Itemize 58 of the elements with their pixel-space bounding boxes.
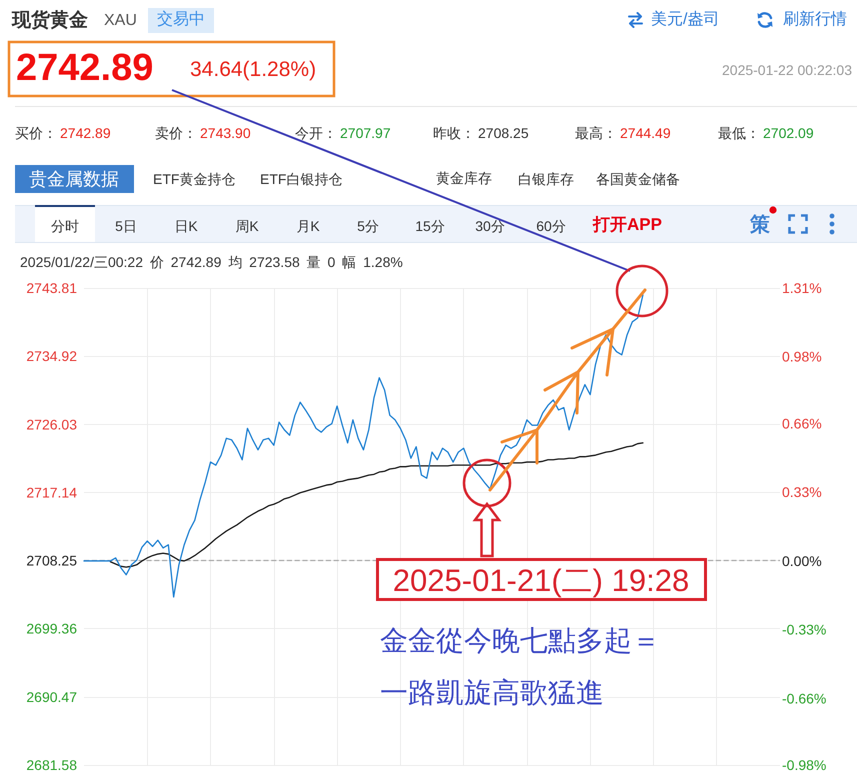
text: 打开APP: [593, 214, 662, 234]
y-tick-label: 2726.03: [26, 416, 78, 432]
text: 5分: [357, 217, 379, 235]
y-tick-label: 2690.47: [26, 688, 78, 705]
y-tick-label: 2743.81: [26, 280, 78, 296]
y-tick-label: 2734.92: [26, 348, 78, 364]
text: 2025/01/22/三00:22 价 2742.89 均 2723.58 量 0 幅 1.28%: [20, 253, 403, 271]
text: ETF白银持仓: [260, 170, 342, 188]
text: 2743.90: [200, 124, 251, 142]
y2-tick-label: -0.33%: [782, 622, 826, 638]
chart-title: 现货黄金: [12, 8, 88, 32]
text: 周K: [235, 217, 259, 235]
y2-tick-label: 0.98%: [782, 348, 822, 365]
text: 最高：: [575, 124, 617, 142]
y-tick-label: 2699.36: [26, 620, 78, 637]
text: 分时: [51, 217, 79, 235]
text: 最低：: [718, 124, 760, 142]
text: 2742.89: [16, 47, 154, 89]
text: 34.64(1.28%): [190, 56, 316, 82]
y2-tick-label: 0.00%: [782, 552, 822, 569]
text: 2744.49: [620, 124, 671, 142]
text: 5日: [115, 217, 137, 235]
text: 日K: [174, 217, 198, 235]
text: 美元/盎司: [651, 10, 720, 30]
text: 15分: [415, 217, 445, 235]
text: 2742.89: [60, 124, 111, 142]
y2-tick-label: -0.66%: [782, 690, 826, 706]
text: 刷新行情: [783, 10, 847, 30]
annotation: 一路凱旋高歌猛進: [380, 677, 604, 709]
text: 交易中: [157, 10, 205, 30]
text: 卖价：: [155, 124, 197, 142]
line-series: [110, 442, 644, 568]
text: 白银库存: [518, 170, 574, 188]
text: 2025-01-22 00:22:03: [722, 61, 852, 79]
text: 买价：: [15, 124, 57, 142]
y-tick-label: 2708.25: [26, 552, 78, 569]
annotation: 金金從今晚七點多起＝: [380, 625, 660, 657]
annotation: 2025-01-21(二) 19:28: [392, 562, 690, 598]
text: 昨收：: [433, 124, 475, 142]
y2-tick-label: 0.33%: [782, 484, 822, 500]
text: 黄金库存: [436, 169, 492, 187]
y2-tick-label: -0.98%: [782, 757, 826, 773]
text: ETF黄金持仓: [153, 170, 236, 188]
y-tick-label: 2681.58: [26, 757, 78, 773]
text: 30分: [475, 217, 505, 235]
text: 各国黄金储备: [596, 170, 680, 188]
text: 今开：: [295, 124, 337, 142]
text: 贵金属数据: [29, 168, 119, 190]
text: 策: [750, 213, 770, 237]
y2-tick-label: 1.31%: [782, 280, 822, 296]
text: 2708.25: [478, 124, 529, 142]
chart-subtitle: XAU: [104, 11, 137, 31]
y-tick-label: 2717.14: [26, 484, 78, 500]
text: 2702.09: [763, 124, 814, 142]
y2-tick-label: 0.66%: [782, 415, 822, 432]
text: 60分: [536, 217, 566, 235]
text: 2707.97: [340, 124, 391, 142]
text: 月K: [296, 217, 320, 235]
